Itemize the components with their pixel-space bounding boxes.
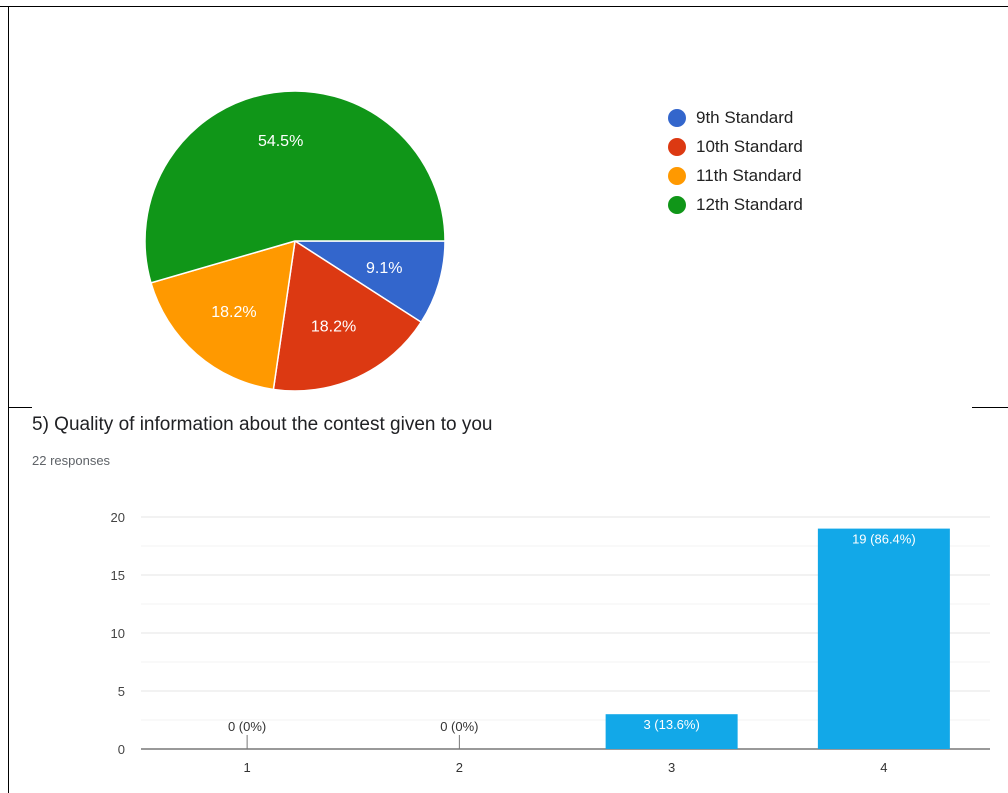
bar-chart-panel: 5) Quality of information about the cont…	[0, 400, 1008, 793]
legend-swatch	[668, 166, 686, 185]
legend-item-1: 10th Standard	[668, 132, 803, 161]
x-tick-label: 3	[668, 760, 675, 775]
y-tick-label: 20	[111, 510, 125, 525]
x-tick-label: 2	[456, 760, 463, 775]
y-tick-label: 5	[118, 684, 125, 699]
pie-legend: 9th Standard 10th Standard 11th Standard 12…	[668, 103, 803, 219]
frame-divider-right	[972, 407, 1008, 408]
bar-4	[817, 528, 950, 749]
pie-slice-2	[150, 239, 296, 391]
legend-label: 10th Standard	[696, 136, 803, 156]
legend-swatch	[668, 108, 686, 127]
pie-slice-1	[272, 239, 423, 392]
legend-swatch	[668, 195, 686, 214]
legend-label: 9th Standard	[696, 107, 794, 127]
y-tick-label: 0	[118, 742, 125, 757]
legend-label: 11th Standard	[696, 165, 802, 185]
legend-label: 12th Standard	[696, 194, 803, 214]
bar-data-label: 0 (0%)	[228, 719, 266, 734]
bar-data-label: 19 (86.4%)	[852, 532, 916, 547]
legend-item-0: 9th Standard	[668, 103, 803, 132]
pie-chart-panel: 9.1% 18.2% 18.2% 54.5% 9th Standard 10th Sta…	[144, 90, 803, 392]
pie-slice-label-3: 54.5%	[258, 133, 303, 150]
frame-top-line	[0, 6, 1008, 7]
pie-slice-3	[144, 90, 446, 284]
legend-swatch	[668, 137, 686, 156]
bar-data-label: 0 (0%)	[440, 719, 478, 734]
frame-divider-left	[8, 407, 32, 408]
pie-slice-label-0: 9.1%	[366, 260, 402, 277]
frame-left-line	[8, 6, 9, 793]
legend-item-2: 11th Standard	[668, 161, 803, 190]
pie-chart: 9.1% 18.2% 18.2% 54.5%	[144, 90, 446, 392]
pie-slice-0	[292, 240, 446, 324]
question-title: 5) Quality of information about the cont…	[32, 414, 493, 435]
pie-slice-label-1: 18.2%	[311, 319, 356, 336]
pie-slice-label-2: 18.2%	[211, 304, 256, 321]
y-tick-label: 15	[111, 568, 125, 583]
response-count: 22 responses	[32, 453, 111, 468]
x-tick-label: 4	[880, 760, 887, 775]
bar-chart: 0 5 10 15 20 1 0 (0%) 2 0 (0%) 3 3 (13.6%) 4 19 (86.…	[111, 510, 990, 775]
x-tick-label: 1	[244, 760, 251, 775]
legend-item-3: 12th Standard	[668, 190, 803, 219]
y-tick-label: 10	[111, 626, 125, 641]
bar-data-label: 3 (13.6%)	[643, 717, 699, 732]
bar-3	[605, 714, 738, 749]
